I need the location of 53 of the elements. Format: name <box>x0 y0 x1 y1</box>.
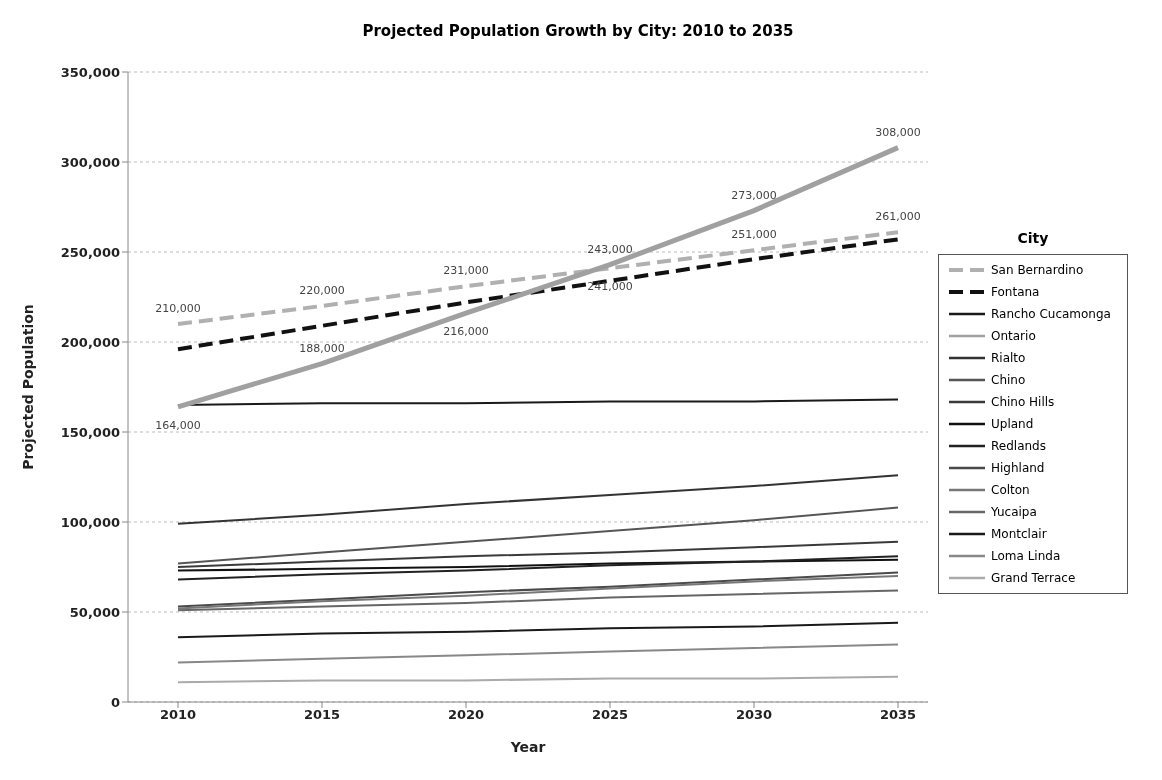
data-label: 188,000 <box>299 341 345 355</box>
y-axis-title: Projected Population <box>19 304 36 470</box>
data-label: 210,000 <box>155 302 201 315</box>
data-label: 273,000 <box>731 188 777 202</box>
x-tick-label: 2030 <box>735 707 773 723</box>
y-tick-label: 350,000 <box>60 64 120 80</box>
line-series <box>177 558 899 572</box>
y-tick-label: 0 <box>110 694 120 710</box>
data-label: 220,000 <box>299 284 345 297</box>
line-series <box>177 555 899 581</box>
line-series <box>177 643 899 664</box>
data-label: 243,000 <box>587 242 633 256</box>
data-label: 231,000 <box>443 264 489 278</box>
x-tick-label: 2015 <box>303 707 341 723</box>
legend-label: San Bernardino <box>991 263 1084 277</box>
legend-label: Highland <box>991 461 1045 475</box>
line-series <box>177 474 899 525</box>
legend-label: Chino <box>991 373 1026 387</box>
legend-label: Rialto <box>991 351 1026 365</box>
x-tick-label: 2010 <box>159 707 197 723</box>
y-tick-label: 150,000 <box>60 424 120 440</box>
data-label: 251,000 <box>731 228 777 242</box>
y-tick-label: 300,000 <box>60 154 120 170</box>
line-series <box>177 621 899 639</box>
y-tick-label: 250,000 <box>60 244 120 260</box>
legend-label: Montclair <box>991 527 1047 541</box>
x-axis-title: Year <box>509 739 546 755</box>
legend-label: Rancho Cucamonga <box>991 307 1111 321</box>
data-label: 308,000 <box>875 125 921 139</box>
x-tick-label: 2035 <box>879 707 917 723</box>
data-label: 164,000 <box>155 418 201 432</box>
legend-label: Fontana <box>991 285 1040 299</box>
data-label: 216,000 <box>443 325 489 339</box>
data-label: 241,000 <box>587 280 633 294</box>
line-series <box>177 506 899 565</box>
chart-title: Projected Population Growth by City: 2010 to 2035 <box>361 21 795 42</box>
legend-label: Chino Hills <box>991 395 1055 409</box>
y-tick-label: 100,000 <box>60 514 120 530</box>
line-series <box>177 540 899 568</box>
x-tick-label: 2025 <box>591 707 629 723</box>
legend-label: Colton <box>991 483 1030 497</box>
legend-label: Redlands <box>991 439 1046 453</box>
legend-label: Yucaipa <box>991 505 1037 519</box>
data-label: 261,000 <box>875 210 921 224</box>
legend-label: Upland <box>991 417 1034 431</box>
legend-label: Loma Linda <box>991 549 1061 563</box>
line-series <box>177 589 899 612</box>
x-tick-label: 2020 <box>447 707 485 723</box>
y-tick-label: 50,000 <box>69 604 120 620</box>
legend-title: City <box>1016 230 1050 246</box>
legend-label: Ontario <box>991 329 1036 343</box>
y-tick-label: 200,000 <box>60 334 120 350</box>
legend-label: Grand Terrace <box>991 571 1076 585</box>
